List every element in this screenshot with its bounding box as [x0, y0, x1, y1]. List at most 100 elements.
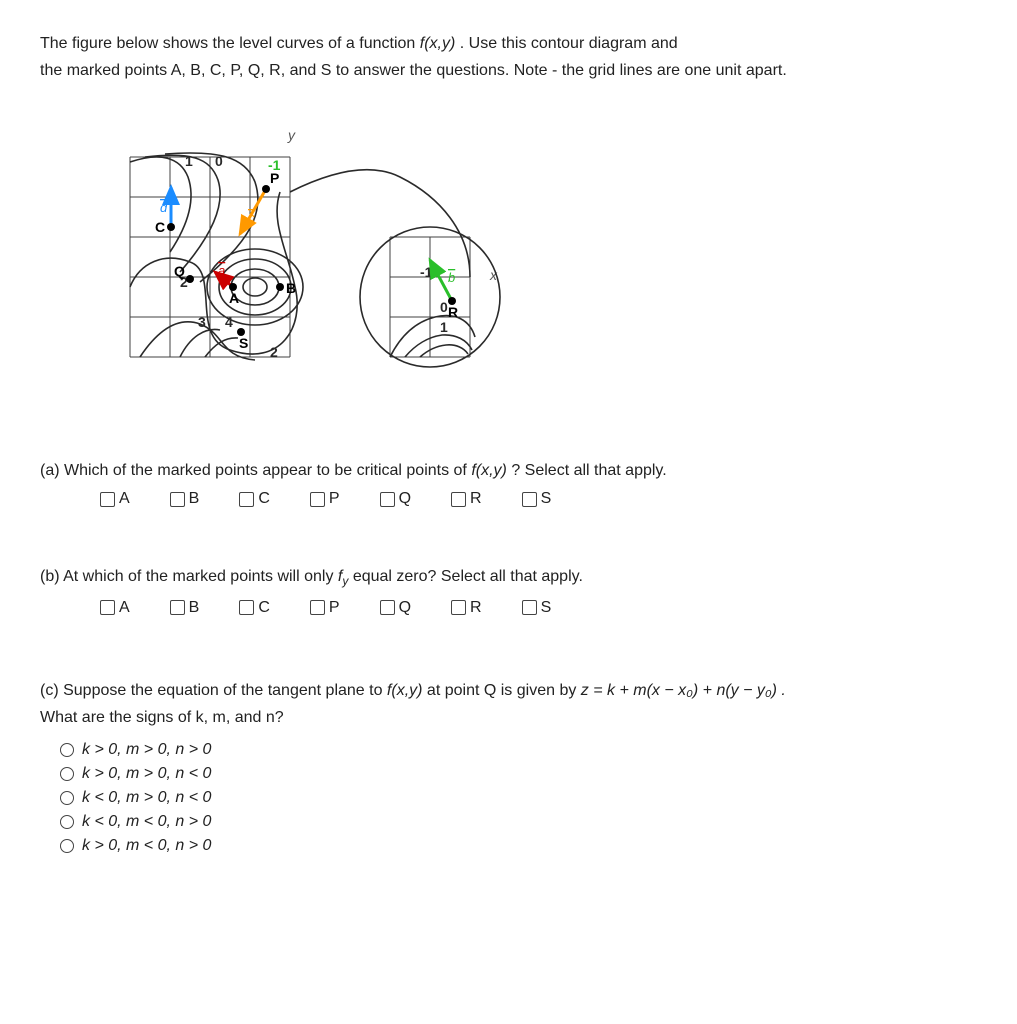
question-b: (b) At which of the marked points will o… [40, 568, 977, 616]
qb-option-b[interactable]: B [170, 599, 200, 617]
point-label-C: C [155, 219, 165, 235]
checkbox-icon[interactable] [522, 600, 537, 615]
qc-option-3[interactable]: k < 0, m < 0, n > 0 [40, 813, 977, 831]
intro-line1a: The figure below shows the level curves … [40, 35, 420, 52]
qb-option-a[interactable]: A [100, 599, 130, 617]
qa-suffix: ? Select all that apply. [511, 462, 666, 479]
checkbox-icon[interactable] [239, 492, 254, 507]
point-P [262, 185, 270, 193]
contour-label: 2 [270, 344, 278, 360]
checkbox-icon[interactable] [310, 492, 325, 507]
qc-equation: z = k + m(x − x₀) + n(y − y₀) . [581, 682, 786, 699]
qb-option-s[interactable]: S [522, 599, 552, 617]
point-label-B: B [286, 280, 296, 296]
qb-option-q[interactable]: Q [380, 599, 411, 617]
qa-option-label: A [119, 490, 130, 508]
point-label-S: S [239, 335, 248, 351]
qb-option-label: S [541, 599, 552, 617]
qc-option-label: k < 0, m > 0, n < 0 [82, 789, 211, 807]
qc-line2: What are the signs of k, m, and n? [40, 709, 284, 726]
contour-label: -1 [420, 264, 433, 280]
qa-option-s[interactable]: S [522, 490, 552, 508]
qa-option-b[interactable]: B [170, 490, 200, 508]
qb-option-label: A [119, 599, 130, 617]
contour-label: 1 [440, 319, 448, 335]
radio-icon[interactable] [60, 791, 74, 805]
point-B [276, 283, 284, 291]
checkbox-icon[interactable] [170, 492, 185, 507]
axis-y-label: y [287, 127, 296, 143]
qa-options: ABCPQRS [40, 490, 977, 508]
qc-option-label: k < 0, m < 0, n > 0 [82, 813, 211, 831]
question-c: (c) Suppose the equation of the tangent … [40, 677, 977, 855]
qa-fxy: f(x,y) [471, 462, 507, 479]
qb-option-label: P [329, 599, 340, 617]
qa-option-a[interactable]: A [100, 490, 130, 508]
checkbox-icon[interactable] [239, 600, 254, 615]
qc-option-label: k > 0, m > 0, n < 0 [82, 765, 211, 783]
vector-label-c: c [248, 210, 255, 225]
contour-label: 0 [215, 153, 223, 169]
qc-option-1[interactable]: k > 0, m > 0, n < 0 [40, 765, 977, 783]
qa-option-p[interactable]: P [310, 490, 340, 508]
qa-option-label: Q [399, 490, 411, 508]
qc-option-label: k > 0, m > 0, n > 0 [82, 741, 211, 759]
qb-option-r[interactable]: R [451, 599, 482, 617]
qb-option-label: Q [399, 599, 411, 617]
radio-icon[interactable] [60, 743, 74, 757]
checkbox-icon[interactable] [310, 600, 325, 615]
contour-label: 0 [440, 299, 448, 315]
checkbox-icon[interactable] [451, 600, 466, 615]
qb-options: ABCPQRS [40, 599, 977, 617]
qa-option-r[interactable]: R [451, 490, 482, 508]
contour-label: 1 [185, 153, 193, 169]
intro-text: The figure below shows the level curves … [40, 30, 977, 84]
point-C [167, 223, 175, 231]
point-label-R: R [448, 304, 458, 320]
checkbox-icon[interactable] [380, 492, 395, 507]
qc-fxy: f(x,y) [387, 682, 423, 699]
checkbox-icon[interactable] [170, 600, 185, 615]
qa-option-label: S [541, 490, 552, 508]
vector-label-b: b [448, 270, 455, 285]
point-label-P: P [270, 170, 279, 186]
qc-option-2[interactable]: k < 0, m > 0, n < 0 [40, 789, 977, 807]
qc-options: k > 0, m > 0, n > 0 k > 0, m > 0, n < 0 k … [40, 741, 977, 855]
vector-label-d: d [160, 200, 168, 215]
qb-prefix: (b) At which of the marked points will o… [40, 568, 338, 585]
vector-label-a: a [218, 263, 225, 278]
contour-label: 4 [225, 314, 233, 330]
checkbox-icon[interactable] [100, 600, 115, 615]
checkbox-icon[interactable] [522, 492, 537, 507]
qb-option-c[interactable]: C [239, 599, 270, 617]
qc-option-4[interactable]: k > 0, m < 0, n > 0 [40, 837, 977, 855]
qa-option-q[interactable]: Q [380, 490, 411, 508]
qa-prefix: (a) Which of the marked points appear to… [40, 462, 471, 479]
qc-line1b: at point Q is given by [427, 682, 581, 699]
qb-option-label: B [189, 599, 200, 617]
qc-option-0[interactable]: k > 0, m > 0, n > 0 [40, 741, 977, 759]
qa-option-c[interactable]: C [239, 490, 270, 508]
point-Q [186, 275, 194, 283]
checkbox-icon[interactable] [380, 600, 395, 615]
contour-label: 3 [198, 314, 206, 330]
qc-line1a: (c) Suppose the equation of the tangent … [40, 682, 387, 699]
radio-icon[interactable] [60, 815, 74, 829]
contour-figure: y x [70, 102, 977, 402]
page-root: The figure below shows the level curves … [0, 0, 1017, 891]
checkbox-icon[interactable] [451, 492, 466, 507]
qb-option-label: C [258, 599, 270, 617]
qa-option-label: C [258, 490, 270, 508]
qb-suffix: equal zero? Select all that apply. [353, 568, 583, 585]
intro-fxy: f(x,y) [420, 35, 456, 52]
qc-option-label: k > 0, m < 0, n > 0 [82, 837, 211, 855]
radio-icon[interactable] [60, 767, 74, 781]
radio-icon[interactable] [60, 839, 74, 853]
intro-line1b: . Use this contour diagram and [460, 35, 678, 52]
qa-option-label: R [470, 490, 482, 508]
point-label-Q: Q [174, 263, 185, 279]
point-label-A: A [229, 290, 239, 306]
qb-option-label: R [470, 599, 482, 617]
qb-option-p[interactable]: P [310, 599, 340, 617]
checkbox-icon[interactable] [100, 492, 115, 507]
